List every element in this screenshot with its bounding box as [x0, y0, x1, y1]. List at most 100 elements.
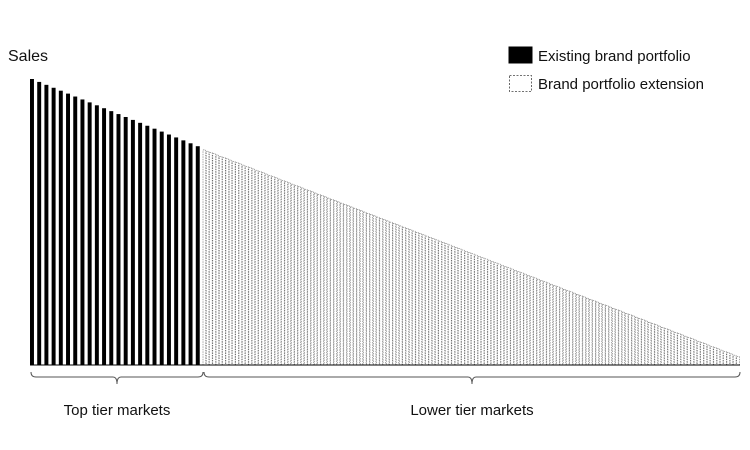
bar-existing-17 [145, 125, 150, 365]
bar-extension-26 [284, 181, 288, 366]
bar-extension-146 [677, 333, 681, 366]
bar-extension-67 [418, 233, 422, 366]
bar-extension-73 [438, 240, 442, 366]
bar-extension-136 [644, 320, 648, 366]
bar-extension-139 [654, 324, 658, 366]
bar-extension-140 [657, 325, 662, 366]
bar-extension-66 [415, 232, 419, 366]
bar-extension-50 [363, 211, 367, 366]
bar-extension-101 [530, 276, 534, 366]
y-axis-label: Sales [8, 48, 48, 65]
bar-extension-35 [314, 192, 318, 366]
bar-extension-36 [317, 194, 321, 366]
bar-existing-12 [109, 111, 114, 365]
bar-extension-20 [264, 173, 269, 366]
bar-existing-10 [94, 105, 99, 366]
bar-extension-109 [556, 286, 560, 366]
bar-extension-10 [232, 161, 236, 366]
bar-extension-121 [595, 301, 599, 366]
bar-extension-122 [598, 302, 603, 366]
bar-extension-18 [258, 171, 262, 366]
bar-extension-55 [379, 218, 383, 366]
bar-extension-33 [307, 190, 311, 366]
bar-extension-21 [268, 175, 272, 366]
bar-extension-116 [579, 295, 583, 366]
bar-existing-11 [102, 108, 107, 365]
bar-extension-65 [412, 230, 416, 366]
bar-extension-115 [576, 294, 580, 366]
bar-extension-163 [733, 354, 737, 366]
bar-extension-149 [687, 337, 691, 366]
bar-extension-45 [346, 205, 350, 366]
bar-extension-92 [500, 264, 504, 366]
bars-group [30, 79, 740, 366]
bar-extension-68 [422, 234, 426, 366]
bar-extension-64 [409, 229, 413, 366]
bar-extension-2 [206, 150, 210, 366]
bar-extension-94 [507, 267, 511, 366]
legend: Existing brand portfolio Brand portfolio… [508, 46, 704, 93]
bar-extension-44 [343, 204, 347, 366]
bar-extension-71 [431, 238, 436, 366]
bar-extension-152 [697, 340, 701, 366]
bar-extension-91 [497, 263, 501, 366]
bar-extension-39 [327, 197, 331, 366]
bar-extension-13 [242, 164, 246, 366]
bar-extension-54 [376, 216, 380, 366]
bar-extension-119 [589, 299, 593, 366]
bar-extension-19 [261, 172, 265, 366]
bar-extension-15 [248, 167, 252, 366]
bar-extension-7 [222, 157, 226, 366]
bar-existing-24 [195, 146, 200, 365]
bar-extension-37 [320, 195, 324, 366]
bar-extension-6 [219, 156, 223, 366]
bar-extension-135 [641, 319, 645, 366]
bar-extension-104 [540, 280, 544, 366]
bar-extension-147 [680, 334, 684, 366]
bar-extension-31 [300, 187, 305, 366]
bar-existing-21 [174, 137, 179, 365]
bar-extension-49 [359, 210, 364, 366]
bar-existing-3 [44, 84, 49, 365]
bar-extension-98 [520, 272, 524, 366]
bar-extension-97 [517, 271, 521, 366]
bar-extension-86 [481, 257, 485, 366]
bar-extension-9 [228, 159, 233, 366]
bar-extension-61 [399, 225, 403, 366]
bar-extension-5 [215, 154, 219, 366]
bar-existing-15 [130, 119, 135, 365]
bar-extension-88 [487, 259, 491, 366]
bar-extension-127 [615, 309, 619, 366]
bar-extension-74 [441, 242, 445, 366]
legend-swatch-existing [508, 46, 533, 64]
bar-existing-9 [87, 102, 92, 365]
bar-extension-79 [458, 248, 462, 366]
bar-extension-161 [726, 352, 730, 366]
bar-extension-138 [651, 323, 655, 366]
bar-extension-90 [494, 262, 498, 366]
bar-extension-43 [340, 202, 344, 366]
bar-extension-128 [618, 310, 622, 366]
bar-extension-46 [350, 206, 354, 366]
bar-extension-77 [451, 245, 455, 366]
legend-label-existing: Existing brand portfolio [538, 48, 691, 65]
bar-extension-75 [445, 243, 449, 366]
bar-extension-4 [212, 153, 216, 366]
bar-existing-7 [73, 96, 78, 365]
bar-extension-38 [323, 196, 328, 366]
bar-extension-23 [274, 177, 278, 366]
bar-extension-107 [549, 283, 553, 366]
bar-extension-57 [386, 220, 390, 366]
bar-extension-63 [405, 228, 409, 366]
group-label-top-tier: Top tier markets [64, 402, 171, 419]
bar-extension-154 [703, 343, 707, 366]
bar-extension-124 [605, 305, 609, 366]
bar-extension-56 [382, 219, 386, 366]
bar-extension-24 [278, 178, 282, 366]
bar-extension-60 [395, 224, 400, 366]
bar-extension-134 [638, 318, 642, 366]
bar-extension-1 [202, 149, 206, 366]
bar-extension-157 [713, 347, 717, 366]
bar-extension-155 [707, 344, 711, 366]
